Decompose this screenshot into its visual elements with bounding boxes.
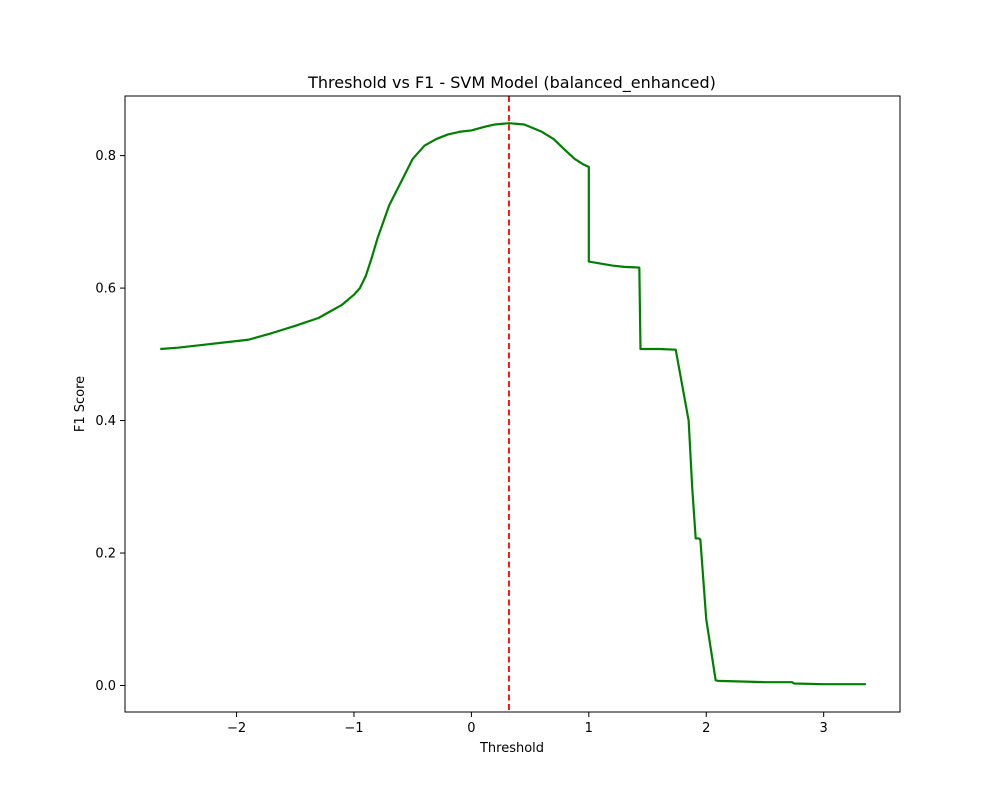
y-tick-label: 0.6 bbox=[95, 282, 116, 297]
y-axis-label: F1 Score bbox=[73, 376, 88, 432]
x-tick-label: −2 bbox=[227, 721, 246, 736]
plot-frame bbox=[124, 95, 901, 713]
series-line-0 bbox=[160, 122, 866, 686]
chart-title: Threshold vs F1 - SVM Model (balanced_en… bbox=[307, 73, 716, 93]
x-tick-label: 0 bbox=[467, 721, 475, 736]
x-tick-label: 1 bbox=[585, 721, 593, 736]
y-tick-label: 0.2 bbox=[95, 547, 116, 562]
y-tick-label: 0.8 bbox=[95, 149, 116, 164]
y-tick-label: 0.0 bbox=[95, 679, 116, 694]
plot-area bbox=[160, 96, 866, 712]
x-axis-label: Threshold bbox=[479, 741, 544, 756]
x-tick-label: 3 bbox=[820, 721, 828, 736]
x-tick-label: −1 bbox=[344, 721, 363, 736]
y-tick-label: 0.4 bbox=[95, 414, 116, 429]
x-tick-label: 2 bbox=[702, 721, 710, 736]
axes: −2 −1 0 1 2 3 0.0 0.2 0.4 0.6 0.8 bbox=[95, 95, 901, 736]
